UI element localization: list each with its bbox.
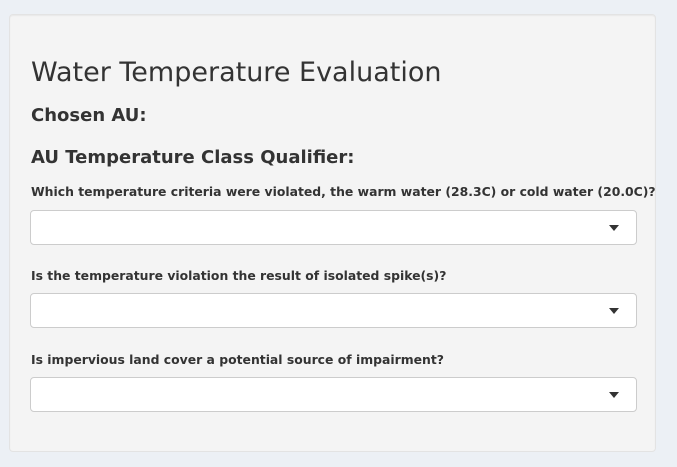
criteria-violated-select[interactable]: [30, 210, 637, 245]
impervious-cover-select[interactable]: [30, 377, 637, 412]
caret-down-icon: [609, 225, 619, 231]
caret-down-icon: [609, 308, 619, 314]
page-title: Water Temperature Evaluation: [31, 57, 442, 88]
impervious-cover-label: Is impervious land cover a potential sou…: [31, 352, 444, 367]
caret-down-icon: [609, 392, 619, 398]
isolated-spikes-select[interactable]: [30, 293, 637, 328]
class-qualifier-heading: AU Temperature Class Qualifier:: [31, 147, 355, 168]
criteria-violated-label: Which temperature criteria were violated…: [31, 184, 656, 199]
evaluation-panel: Water Temperature Evaluation Chosen AU: …: [9, 14, 656, 452]
chosen-au-heading: Chosen AU:: [31, 105, 147, 126]
isolated-spikes-label: Is the temperature violation the result …: [31, 268, 447, 283]
